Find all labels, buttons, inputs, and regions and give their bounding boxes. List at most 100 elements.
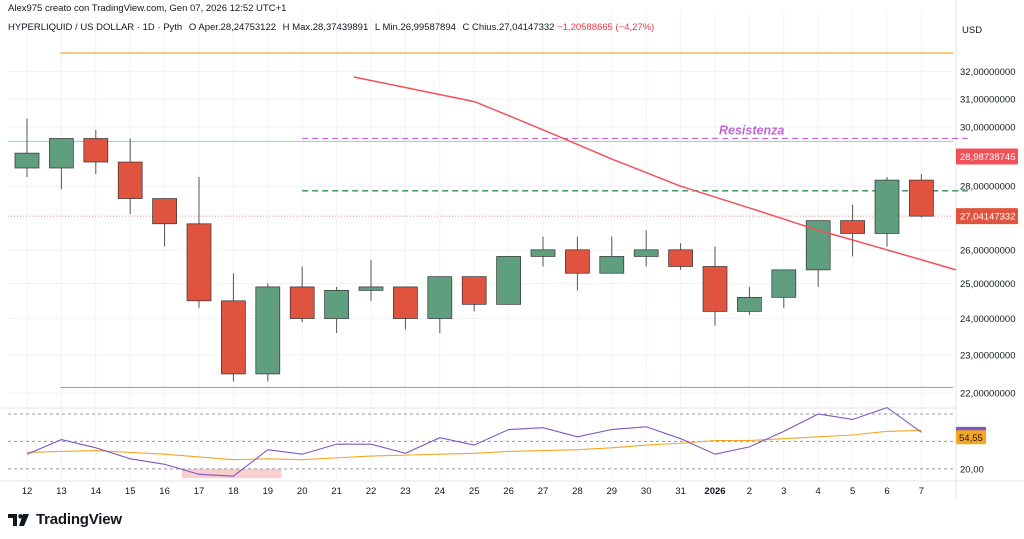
candle (49, 138, 74, 190)
candle (221, 273, 246, 382)
time-tick-label: 22 (366, 486, 377, 497)
time-tick-label: 2 (747, 486, 752, 497)
candle-body (840, 220, 865, 234)
tradingview-logo-icon (8, 513, 29, 526)
time-tick-label: 5 (850, 486, 855, 497)
candle (771, 269, 797, 308)
high-label: H (282, 22, 290, 33)
footer: TradingView (8, 511, 122, 528)
time-tick-label: 7 (919, 486, 924, 497)
time-tick-label: 23 (400, 486, 411, 497)
low-value: Min.26,99587894 (382, 22, 456, 33)
candle (152, 198, 177, 247)
rsi-tick-label: 20,00 (960, 464, 984, 475)
candle (255, 283, 281, 382)
price-tick-label: 25,00000000 (960, 279, 1015, 290)
price-tick-label: 22,00000000 (960, 389, 1015, 400)
candle-body (117, 161, 143, 199)
candle (461, 276, 487, 312)
time-tick-label: 28 (572, 486, 583, 497)
price-label-box (956, 208, 1018, 225)
time-tick-label: 4 (816, 486, 821, 497)
candle (668, 243, 693, 270)
candle (874, 177, 900, 247)
rsi-pane: 20,00 (8, 406, 984, 479)
candle (633, 230, 659, 267)
time-tick-label: 17 (194, 486, 205, 497)
time-tick-label: 21 (331, 486, 342, 497)
candle-body (427, 276, 453, 319)
candle-body (874, 179, 900, 234)
rsi-label-box (956, 430, 986, 445)
price-tick-label: 28,00000000 (960, 182, 1015, 193)
rsi-label-text: 54,55 (959, 433, 983, 444)
symbol-name: HYPERLIQUID / US DOLLAR · 1D · Pyth (8, 22, 183, 33)
candle-body (324, 290, 349, 319)
low-label: L (374, 22, 380, 33)
time-tick-label: 15 (125, 486, 136, 497)
candle-body (289, 286, 315, 319)
candle (530, 236, 556, 267)
rsi-line (26, 406, 922, 477)
candle-body (393, 286, 418, 319)
open-label: O (188, 22, 197, 33)
candle-body (14, 152, 40, 169)
candle-body (496, 256, 521, 305)
candle-body (805, 220, 831, 271)
close-value: Chius.27,04147332 (472, 22, 555, 33)
candle-body (633, 249, 659, 257)
candle-body (358, 286, 384, 291)
price-tick-label: 23,00000000 (960, 351, 1015, 362)
candle (496, 256, 521, 305)
price-tick-label: 32,00000000 (960, 67, 1015, 78)
time-tick-label: 13 (56, 486, 67, 497)
rsi-oversold-fill (181, 468, 282, 479)
time-tick-label: 16 (159, 486, 170, 497)
time-tick-label: 6 (884, 486, 889, 497)
candle (186, 177, 212, 308)
moving-average-line (353, 76, 957, 271)
candle-body (668, 249, 693, 267)
time-tick-label: 2026 (704, 486, 725, 497)
time-tick-label: 24 (435, 486, 446, 497)
time-tick-label: 26 (503, 486, 514, 497)
time-tick-label: 27 (538, 486, 549, 497)
candle (393, 286, 418, 330)
candle (909, 174, 934, 218)
time-tick-label: 29 (607, 486, 618, 497)
price-tick-label: 30,00000000 (960, 122, 1015, 133)
candle (565, 236, 590, 291)
candle-body (461, 276, 487, 305)
time-tick-label: 25 (469, 486, 480, 497)
candle (702, 246, 728, 326)
candle-body (221, 300, 246, 375)
candle (737, 286, 762, 315)
time-tick-label: 30 (641, 486, 652, 497)
candle-body (530, 249, 556, 257)
candle-body (702, 266, 728, 312)
price-tick-label: 24,00000000 (960, 314, 1015, 325)
time-tick-label: 18 (228, 486, 239, 497)
candle (358, 259, 384, 301)
ohlc-legend: HYPERLIQUID / US DOLLAR · 1D · Pyth O Ap… (8, 22, 654, 33)
candle-body (49, 138, 74, 169)
price-label-box (956, 148, 1018, 165)
candle-body (565, 249, 590, 274)
grid (0, 0, 1024, 500)
moving-average (353, 76, 957, 271)
change-value: −1,20588665 (−4,27%) (557, 22, 655, 33)
candle (83, 129, 109, 175)
time-axis: 12 13 14 15 16 17 18 19 20 21 22 23 24 25 26 27 28 29 30 31… (22, 486, 924, 497)
time-tick-label: 20 (297, 486, 308, 497)
candle-body (909, 179, 934, 217)
candle (324, 286, 349, 333)
currency-label: USD (962, 25, 982, 36)
price-axis: USD 32,00000000 31,00000000 30,00000000 28,0… (960, 25, 1015, 400)
open-value: Aper.28,24753122 (198, 22, 277, 33)
candle-body (771, 269, 797, 298)
rsi-ma-line (26, 429, 922, 461)
candle (805, 220, 831, 287)
candle (840, 204, 865, 257)
